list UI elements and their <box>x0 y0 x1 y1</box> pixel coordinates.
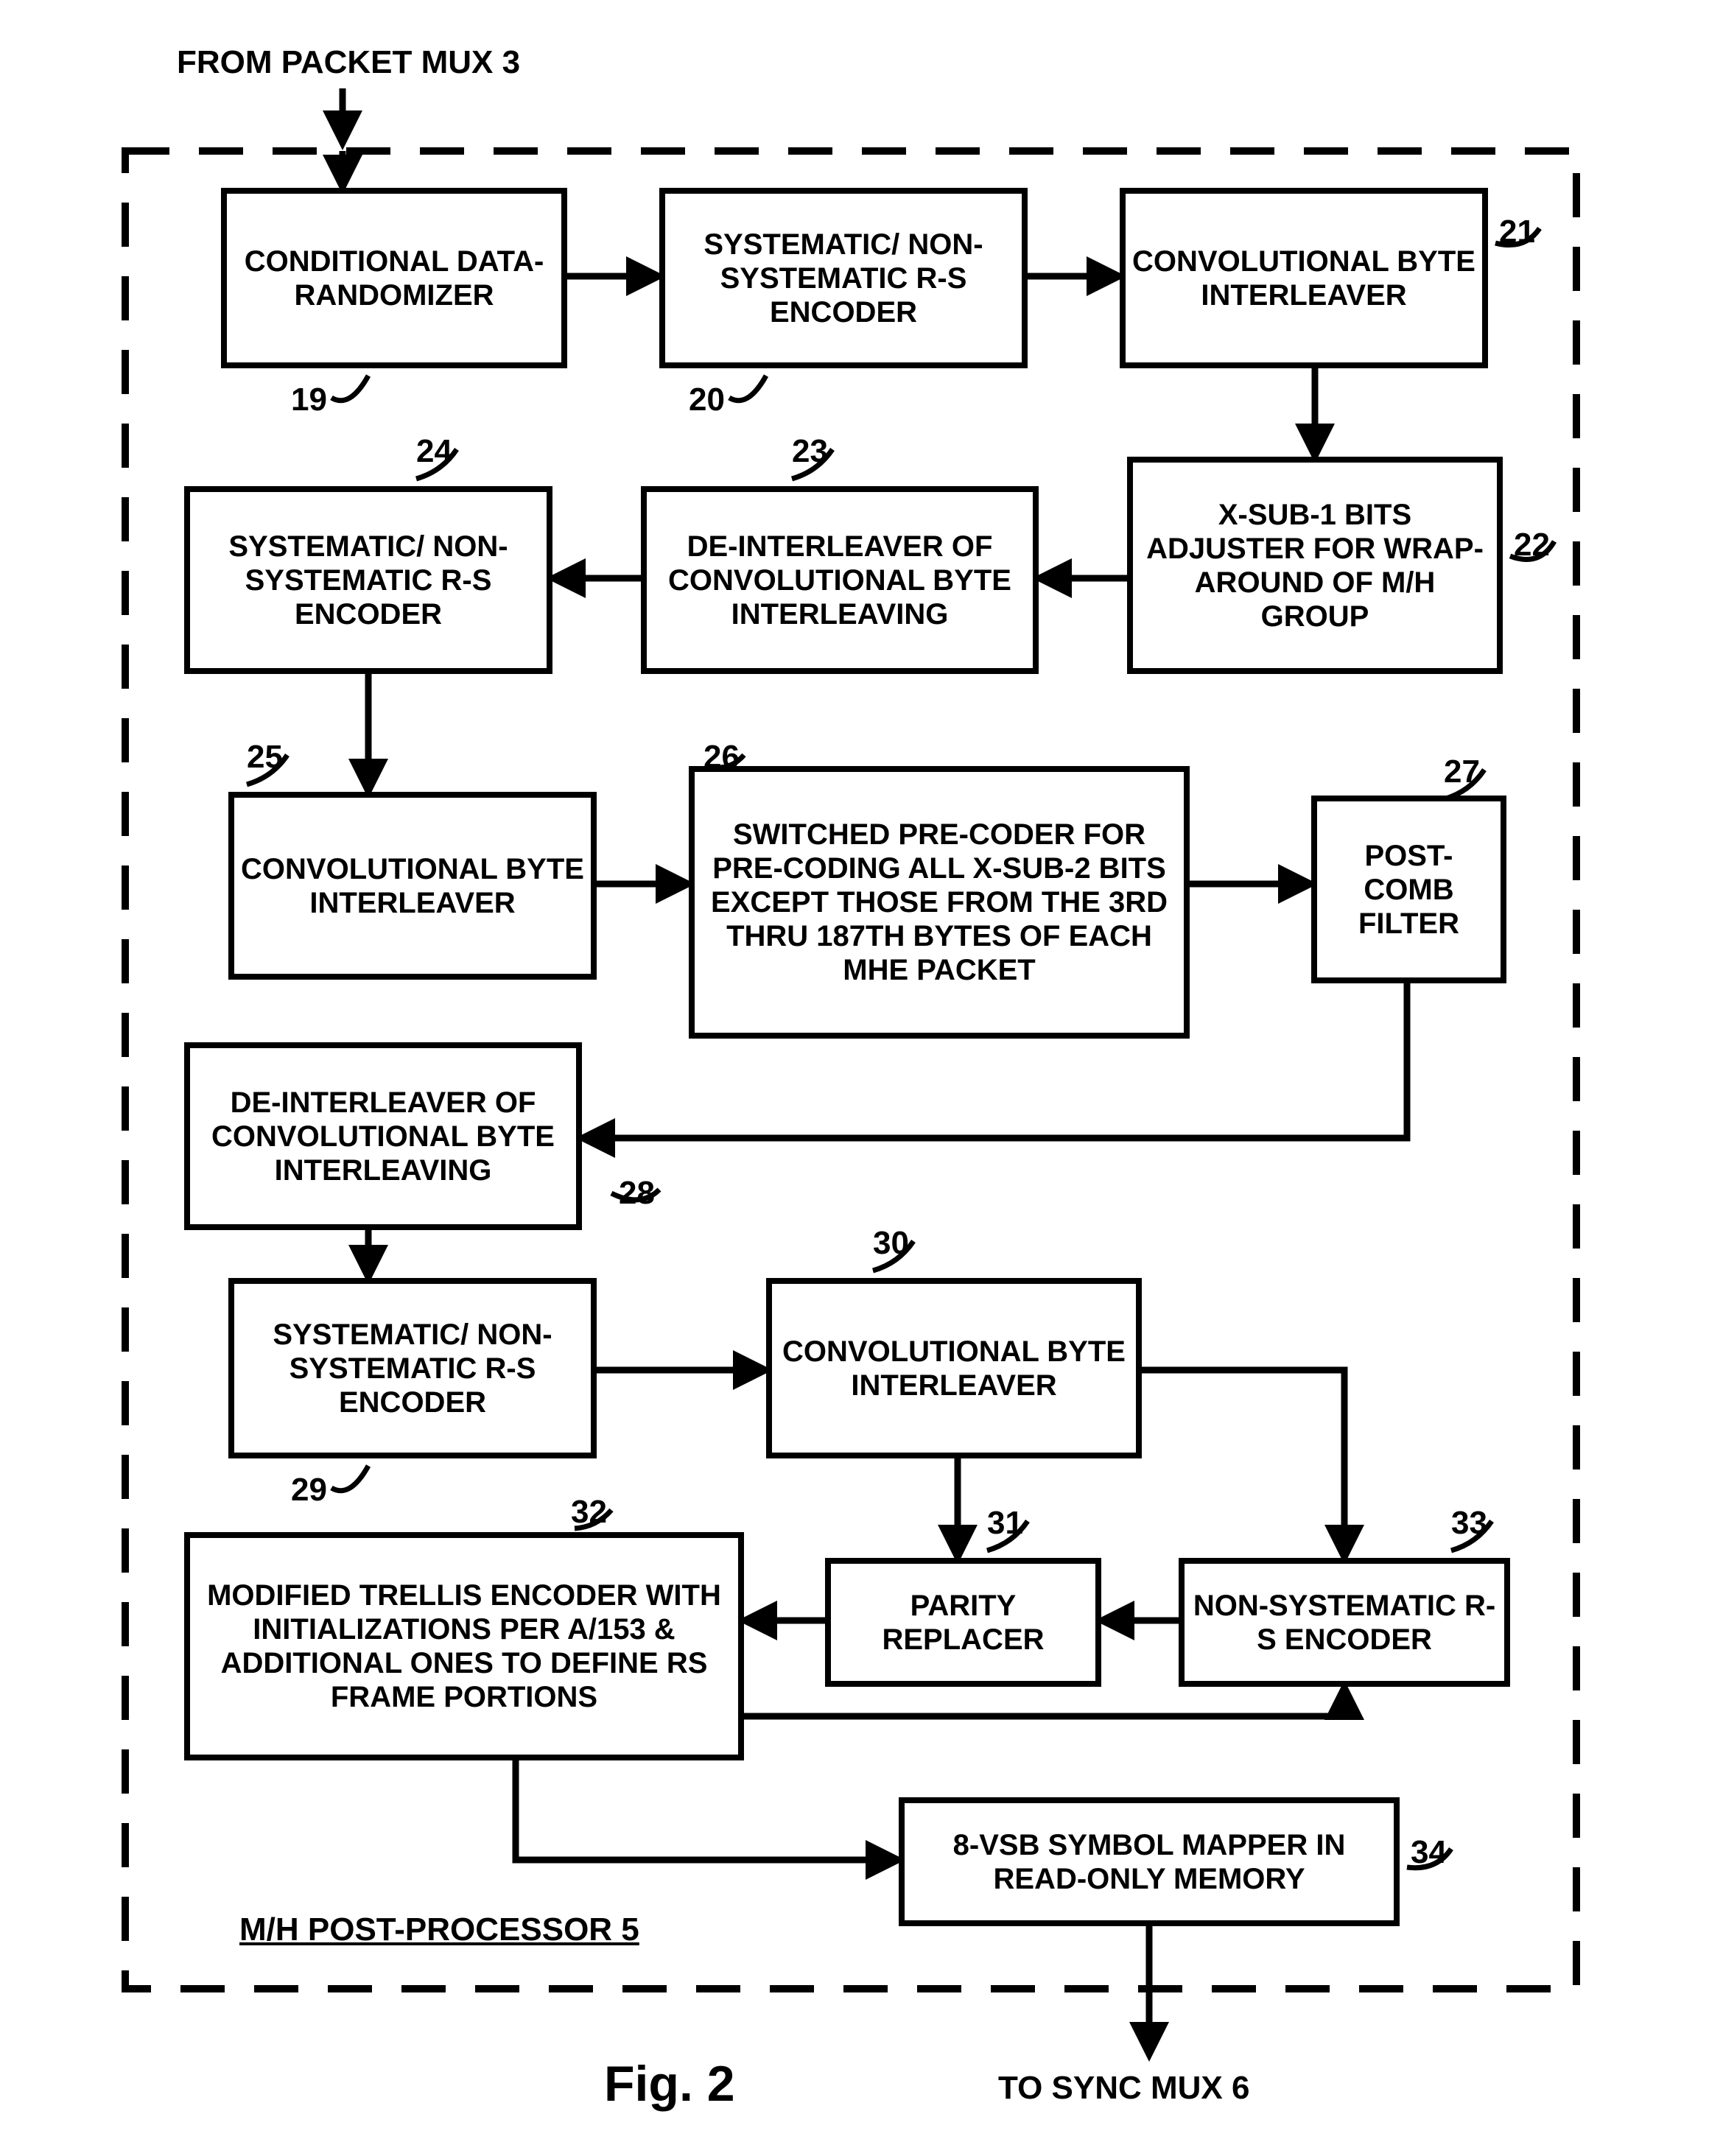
ref-num-31: 31 <box>987 1505 1023 1542</box>
ref-num-30: 30 <box>873 1225 909 1262</box>
output-label: TO SYNC MUX 6 <box>998 2070 1249 2107</box>
ref-num-20: 20 <box>689 382 725 418</box>
block-31: PARITY REPLACER <box>825 1558 1101 1687</box>
ref-num-19: 19 <box>291 382 327 418</box>
block-22: X-SUB-1 BITS ADJUSTER FOR WRAP-AROUND OF… <box>1127 457 1503 674</box>
block-26: SWITCHED PRE-CODER FOR PRE-CODING ALL X-… <box>689 766 1190 1039</box>
ref-num-28: 28 <box>619 1175 655 1212</box>
ref-num-32: 32 <box>571 1494 607 1531</box>
block-27: POST-COMB FILTER <box>1311 796 1506 983</box>
figure-title: Fig. 2 <box>604 2055 735 2113</box>
ref-num-33: 33 <box>1451 1505 1487 1542</box>
ref-num-34: 34 <box>1411 1834 1447 1871</box>
ref-num-21: 21 <box>1499 214 1535 250</box>
block-19: CONDITIONAL DATA-RANDOMIZER <box>221 188 567 368</box>
ref-num-22: 22 <box>1514 527 1550 563</box>
block-28: DE-INTERLEAVER OF CONVOLUTIONAL BYTE INT… <box>184 1042 582 1230</box>
input-label: FROM PACKET MUX 3 <box>177 44 520 81</box>
diagram-canvas: FROM PACKET MUX 3 Fig. 2 TO SYNC MUX 6 M… <box>0 0 1723 2156</box>
ref-num-29: 29 <box>291 1472 327 1509</box>
ref-num-27: 27 <box>1444 754 1480 790</box>
block-34: 8-VSB SYMBOL MAPPER IN READ-ONLY MEMORY <box>899 1797 1400 1926</box>
block-33: NON-SYSTEMATIC R-S ENCODER <box>1179 1558 1510 1687</box>
module-label: M/H POST-PROCESSOR 5 <box>239 1911 639 1948</box>
ref-num-24: 24 <box>416 433 452 470</box>
block-29: SYSTEMATIC/ NON-SYSTEMATIC R-S ENCODER <box>228 1278 597 1458</box>
block-30: CONVOLUTIONAL BYTE INTERLEAVER <box>766 1278 1142 1458</box>
block-24: SYSTEMATIC/ NON-SYSTEMATIC R-S ENCODER <box>184 486 552 674</box>
block-21: CONVOLUTIONAL BYTE INTERLEAVER <box>1120 188 1488 368</box>
ref-num-25: 25 <box>247 739 283 776</box>
block-32: MODIFIED TRELLIS ENCODER WITH INITIALIZA… <box>184 1532 744 1760</box>
ref-num-26: 26 <box>703 739 740 776</box>
block-20: SYSTEMATIC/ NON-SYSTEMATIC R-S ENCODER <box>659 188 1028 368</box>
ref-num-23: 23 <box>792 433 828 470</box>
block-23: DE-INTERLEAVER OF CONVOLUTIONAL BYTE INT… <box>641 486 1039 674</box>
block-25: CONVOLUTIONAL BYTE INTERLEAVER <box>228 792 597 980</box>
